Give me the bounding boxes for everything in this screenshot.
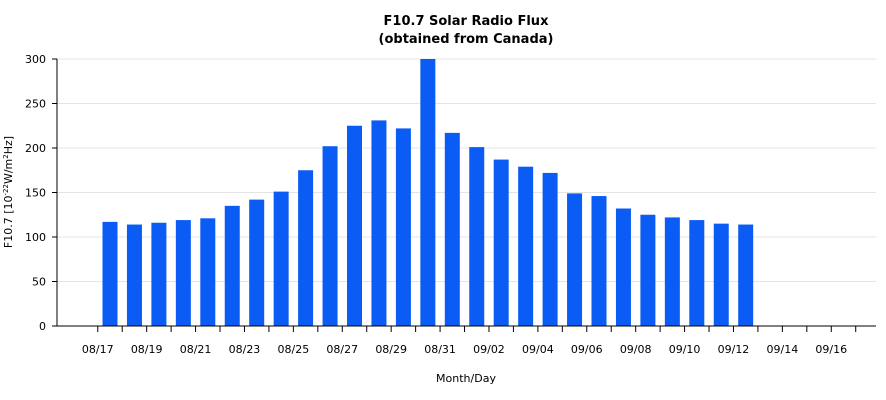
bar-08-19 <box>151 222 167 326</box>
x-tick-label: 09/06 <box>571 343 603 356</box>
x-tick-label: 09/16 <box>815 343 847 356</box>
x-tick-label: 08/31 <box>424 343 456 356</box>
y-axis-label-exp: -22 <box>2 184 10 195</box>
y-axis-label-unit: W/m <box>2 159 15 184</box>
bar-08-23 <box>249 199 265 326</box>
x-tick-label: 08/29 <box>375 343 407 356</box>
chart-subtitle: (obtained from Canada) <box>379 32 554 47</box>
bar-08-28 <box>371 120 387 326</box>
y-tick-label: 150 <box>25 187 46 200</box>
bar-09-05 <box>567 193 583 326</box>
bar-08-31 <box>444 132 460 326</box>
bar-08-29 <box>395 128 411 326</box>
x-tick-label: 08/27 <box>326 343 358 356</box>
bar-09-09 <box>664 217 680 326</box>
bar-09-07 <box>615 208 631 326</box>
bar-08-17 <box>102 221 118 326</box>
y-tick-label: 50 <box>32 276 46 289</box>
x-tick-label: 08/17 <box>82 343 114 356</box>
y-axis-label: F10.7 [10-22W/m2Hz] <box>2 136 15 248</box>
bar-08-20 <box>175 220 191 326</box>
bar-09-04 <box>542 172 558 326</box>
x-tick-label: 09/12 <box>718 343 750 356</box>
x-tick-label: 08/21 <box>180 343 212 356</box>
x-tick-label: 09/08 <box>620 343 652 356</box>
x-tick-label: 09/10 <box>669 343 701 356</box>
bar-08-26 <box>322 146 338 326</box>
y-tick-label: 200 <box>25 142 46 155</box>
ticks-layer: 0 50 100 150 200 250 300 08/17 08/19 08/21 08/23 08… <box>25 53 847 356</box>
bar-08-18 <box>126 224 142 326</box>
x-tick-label: 09/14 <box>767 343 799 356</box>
y-tick-label: 100 <box>25 231 46 244</box>
bar-09-11 <box>713 223 729 326</box>
y-axis-label-end: Hz] <box>2 136 15 154</box>
y-tick-label: 250 <box>25 98 46 111</box>
x-tick-label: 08/19 <box>131 343 163 356</box>
bar-09-03 <box>518 166 534 326</box>
x-tick-label: 08/23 <box>229 343 261 356</box>
bar-09-08 <box>640 214 656 326</box>
bar-09-10 <box>689 220 705 326</box>
bar-09-12 <box>738 224 754 326</box>
chart-title: F10.7 Solar Radio Flux <box>384 14 550 29</box>
y-tick-label: 0 <box>39 320 46 333</box>
bar-08-22 <box>224 205 240 326</box>
bar-08-21 <box>200 218 216 326</box>
bar-09-02 <box>493 159 509 326</box>
bars-layer <box>102 59 754 326</box>
bar-08-25 <box>298 170 314 326</box>
y-axis-label-exp2: 2 <box>2 154 10 158</box>
y-tick-label: 300 <box>25 53 46 66</box>
x-tick-label: 09/02 <box>473 343 505 356</box>
x-tick-label: 08/25 <box>278 343 310 356</box>
bar-08-24 <box>273 191 289 326</box>
bar-08-30 <box>420 59 436 326</box>
bar-09-06 <box>591 196 607 326</box>
bar-09-01 <box>469 147 485 326</box>
axes-layer <box>52 58 876 332</box>
x-tick-label: 09/04 <box>522 343 554 356</box>
bar-08-27 <box>347 125 362 326</box>
y-axis-label-main: F10.7 [10 <box>2 195 15 248</box>
x-axis-label: Month/Day <box>436 372 496 385</box>
